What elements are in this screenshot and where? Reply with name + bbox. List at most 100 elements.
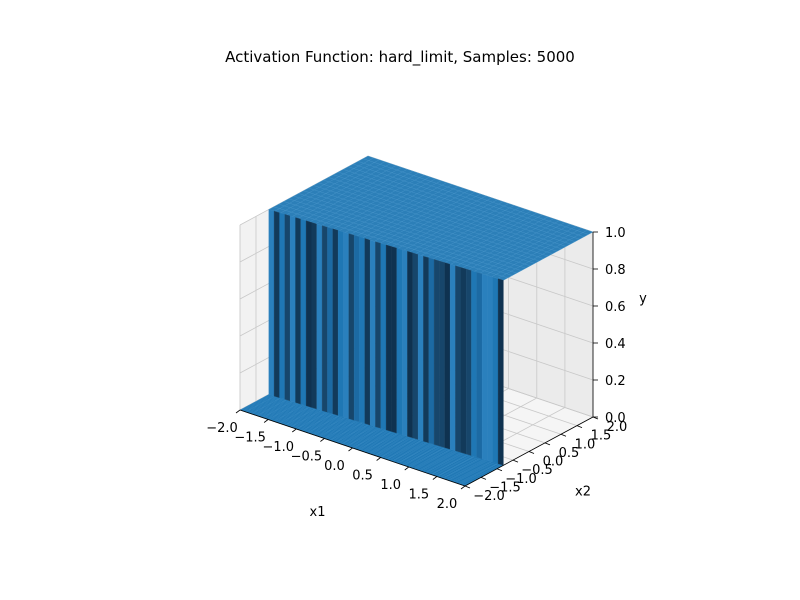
y-tick-label: 0.4 <box>605 337 626 352</box>
x1-tick <box>460 485 466 490</box>
surface-step-wall <box>353 234 360 423</box>
surface-step-wall <box>428 257 435 445</box>
surface-step-wall <box>497 278 504 466</box>
surface-step-wall <box>337 230 344 418</box>
x1-tick-label: 0.5 <box>352 469 373 484</box>
surface-mesh <box>264 396 498 469</box>
x1-axis-label: x1 <box>310 505 326 520</box>
x1-tick-label: 0.0 <box>324 459 345 474</box>
surface-plot <box>239 155 594 487</box>
x2-tick-label: −2.0 <box>473 489 505 504</box>
surface-mesh <box>261 398 494 471</box>
surface-mesh <box>328 177 558 252</box>
surface-step-wall <box>311 222 317 410</box>
surface-step-wall <box>455 265 461 453</box>
x1-tick-label: 2.0 <box>437 497 458 512</box>
surface-mesh <box>260 398 492 472</box>
x1-tick <box>432 476 438 480</box>
x2-tick <box>480 477 487 480</box>
surface-mesh <box>255 401 487 475</box>
surface-mesh <box>358 161 585 238</box>
surface-step-wall <box>369 239 376 427</box>
surface-mesh <box>267 395 502 467</box>
x1-tick <box>263 419 269 423</box>
surface-step-wall <box>268 209 275 397</box>
x1-tick-label: −0.5 <box>291 450 323 465</box>
surface-step-wall <box>492 276 499 464</box>
surface-step-wall <box>391 246 397 434</box>
surface-mesh <box>362 158 589 235</box>
surface-step-wall <box>327 226 333 415</box>
x2-tick <box>544 442 551 446</box>
surface-step-wall <box>465 268 472 456</box>
surface-step-wall <box>385 244 392 432</box>
surface-step-wall <box>279 212 285 400</box>
x2-axis-label: x2 <box>575 485 591 500</box>
surface-step-wall <box>295 217 301 405</box>
surface-mesh <box>308 187 540 262</box>
surface-step-wall <box>305 220 312 408</box>
surface-step-wall <box>444 262 451 450</box>
surface-mesh <box>278 203 513 276</box>
surface-high-plateau <box>268 156 593 281</box>
x1-tick-label: −1.5 <box>234 431 266 446</box>
surface-step-wall <box>375 241 381 429</box>
x2-tick-label: 0.0 <box>543 455 564 470</box>
x1-tick <box>348 447 353 452</box>
surface-step-wall <box>332 228 339 416</box>
surface-mesh <box>348 166 576 242</box>
surface-mesh <box>254 402 485 476</box>
x1-tick-label: 1.0 <box>380 478 401 493</box>
surface-step-wall <box>380 243 387 431</box>
surface-mesh <box>265 395 500 468</box>
surface-step-wall <box>471 270 477 458</box>
surface-mesh <box>303 190 535 264</box>
x1-tick-label: −1.0 <box>262 440 294 455</box>
surface-step-wall <box>439 260 445 448</box>
y-tick-label: 0.0 <box>605 411 626 426</box>
surface-mesh <box>298 193 531 267</box>
surface-step-wall <box>316 223 323 411</box>
surface-step-wall <box>423 255 429 444</box>
surface-step-wall <box>300 218 307 406</box>
surface-mesh <box>293 195 526 269</box>
x1-tick <box>404 466 409 471</box>
surface-step-wall <box>407 251 413 439</box>
surface-step-wall <box>476 272 483 460</box>
x2-tick-label: −1.0 <box>505 472 537 487</box>
surface-step-wall <box>359 236 365 424</box>
x2-tick-label: 1.5 <box>591 429 612 444</box>
y-tick-label: 0.8 <box>605 263 626 278</box>
surface-mesh <box>318 182 549 257</box>
x2-tick-label: 1.0 <box>575 437 596 452</box>
x2-tick <box>512 459 519 463</box>
surface-mesh <box>245 406 473 483</box>
x1-tick <box>376 457 381 461</box>
x2-tick-label: 0.5 <box>559 446 580 461</box>
surface-mesh <box>288 198 522 271</box>
surface-mesh <box>333 174 562 250</box>
y-tick-label: 0.6 <box>605 300 626 315</box>
x2-tick-label: −1.5 <box>489 480 521 495</box>
y-tick-label: 0.2 <box>605 374 626 389</box>
surface-mesh <box>367 155 594 233</box>
y-tick-label: 1.0 <box>605 226 626 241</box>
surface-step-wall <box>321 225 328 413</box>
surface-mesh <box>241 409 467 486</box>
surface-mesh <box>244 407 471 484</box>
surface-mesh <box>273 206 508 279</box>
surface-step-wall <box>460 267 467 455</box>
surface-mesh <box>258 399 491 473</box>
surface-mesh <box>283 201 517 274</box>
surface-mesh <box>323 179 553 254</box>
surface-step-wall <box>433 259 440 447</box>
surface-mesh <box>262 397 496 470</box>
surface-step-wall <box>412 252 419 440</box>
surface-mesh <box>250 404 479 479</box>
surface-step-wall <box>289 215 296 403</box>
surface-step-wall <box>487 275 493 463</box>
surface-step-wall <box>417 254 424 442</box>
surface-mesh <box>353 163 580 240</box>
surface-mesh <box>313 185 544 259</box>
x1-tick <box>292 428 297 433</box>
